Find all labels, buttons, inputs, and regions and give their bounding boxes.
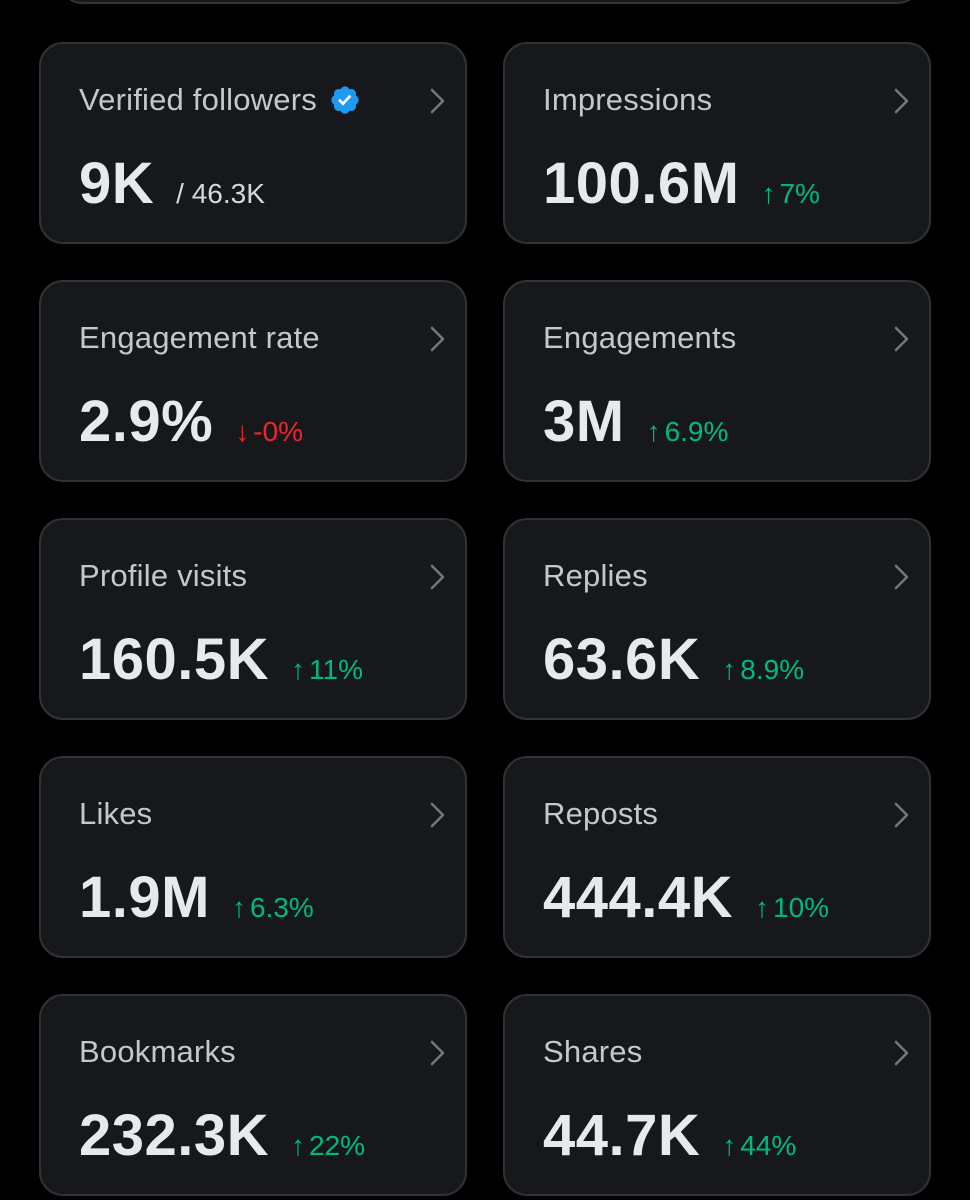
chevron-right-icon[interactable] — [429, 562, 447, 592]
metric-change: ↑ 11% — [291, 654, 363, 686]
chevron-right-icon[interactable] — [893, 800, 911, 830]
metric-value-row: 1.9M ↑ 6.3% — [79, 864, 314, 931]
arrow-up-icon: ↑ — [755, 892, 770, 923]
metric-value-row: 9K / 46.3K — [79, 150, 265, 217]
metric-change: ↑ 6.3% — [232, 892, 314, 924]
metric-label: Replies — [543, 558, 648, 593]
metric-change-value: 44% — [740, 1130, 797, 1161]
metric-change: ↑ 6.9% — [647, 416, 729, 448]
metric-card-likes[interactable]: Likes 1.9M ↑ 6.3% — [39, 756, 467, 958]
arrow-up-icon: ↑ — [291, 1130, 306, 1161]
arrow-up-icon: ↑ — [231, 892, 246, 923]
metric-card-profile-visits[interactable]: Profile visits 160.5K ↑ 11% — [39, 518, 467, 720]
metric-change: ↑ 22% — [291, 1130, 365, 1162]
metric-value-row: 160.5K ↑ 11% — [79, 626, 363, 693]
metric-card-shares[interactable]: Shares 44.7K ↑ 44% — [503, 994, 931, 1196]
metric-change-value: 22% — [309, 1130, 366, 1161]
arrow-up-icon: ↑ — [722, 654, 737, 685]
metric-value-row: 444.4K ↑ 10% — [543, 864, 829, 931]
metric-value-row: 63.6K ↑ 8.9% — [543, 626, 804, 693]
chevron-right-icon[interactable] — [893, 324, 911, 354]
chevron-right-icon[interactable] — [429, 324, 447, 354]
metric-change: ↑ 44% — [722, 1130, 796, 1162]
metric-change-value: -0% — [253, 416, 303, 447]
metric-total: / 46.3K — [176, 178, 265, 209]
chevron-right-icon[interactable] — [429, 86, 447, 116]
metric-change: ↑ 7% — [761, 178, 819, 210]
metric-value: 1.9M — [79, 865, 210, 930]
metric-label: Likes — [79, 796, 153, 831]
metric-value: 232.3K — [79, 1103, 270, 1168]
metric-change: ↑ 10% — [755, 892, 829, 924]
metric-card-replies[interactable]: Replies 63.6K ↑ 8.9% — [503, 518, 931, 720]
arrow-up-icon: ↑ — [646, 416, 661, 447]
chevron-right-icon[interactable] — [429, 800, 447, 830]
metric-card-reposts[interactable]: Reposts 444.4K ↑ 10% — [503, 756, 931, 958]
metric-value: 444.4K — [543, 865, 734, 930]
metric-label: Impressions — [543, 82, 713, 117]
metric-value: 44.7K — [543, 1103, 701, 1168]
arrow-up-icon: ↑ — [291, 654, 306, 685]
metric-change-value: 7% — [779, 178, 820, 209]
metric-change-value: 6.9% — [664, 416, 729, 447]
metric-value-row: 100.6M ↑ 7% — [543, 150, 820, 217]
metric-value-row: 2.9% ↓ -0% — [79, 388, 303, 455]
metric-label: Profile visits — [79, 558, 248, 593]
metric-card-impressions[interactable]: Impressions 100.6M ↑ 7% — [503, 42, 931, 244]
metric-label: Reposts — [543, 796, 659, 831]
chevron-right-icon[interactable] — [893, 86, 911, 116]
metric-value-row: 3M ↑ 6.9% — [543, 388, 728, 455]
metric-value: 3M — [543, 389, 625, 454]
metric-value: 100.6M — [543, 151, 740, 216]
chevron-right-icon[interactable] — [893, 1038, 911, 1068]
metric-label: Engagements — [543, 320, 737, 355]
metric-change-value: 10% — [773, 892, 830, 923]
previous-card-edge — [60, 0, 920, 4]
metric-value: 9K — [79, 151, 155, 216]
arrow-up-icon: ↑ — [761, 178, 776, 209]
metric-change-value: 8.9% — [740, 654, 805, 685]
metric-label: Engagement rate — [79, 320, 320, 355]
metric-change: ↑ 8.9% — [722, 654, 804, 686]
metric-value-row: 44.7K ↑ 44% — [543, 1102, 796, 1169]
metric-label: Shares — [543, 1034, 643, 1069]
metric-value-row: 232.3K ↑ 22% — [79, 1102, 365, 1169]
arrow-down-icon: ↓ — [235, 416, 250, 447]
metric-card-verified-followers[interactable]: Verified followers 9K / 46.3K — [39, 42, 467, 244]
metric-label: Verified followers — [79, 82, 361, 118]
chevron-right-icon[interactable] — [893, 562, 911, 592]
metric-card-engagement-rate[interactable]: Engagement rate 2.9% ↓ -0% — [39, 280, 467, 482]
metric-value: 63.6K — [543, 627, 701, 692]
metric-value: 2.9% — [79, 389, 214, 454]
chevron-right-icon[interactable] — [429, 1038, 447, 1068]
metric-change: ↓ -0% — [235, 416, 303, 448]
metric-label: Bookmarks — [79, 1034, 236, 1069]
metric-change-value: 6.3% — [249, 892, 314, 923]
metric-label-text: Verified followers — [79, 82, 317, 117]
arrow-up-icon: ↑ — [722, 1130, 737, 1161]
metric-value: 160.5K — [79, 627, 270, 692]
metric-change-value: 11% — [309, 654, 363, 685]
metric-card-bookmarks[interactable]: Bookmarks 232.3K ↑ 22% — [39, 994, 467, 1196]
verified-badge-icon — [331, 86, 359, 114]
metric-card-engagements[interactable]: Engagements 3M ↑ 6.9% — [503, 280, 931, 482]
